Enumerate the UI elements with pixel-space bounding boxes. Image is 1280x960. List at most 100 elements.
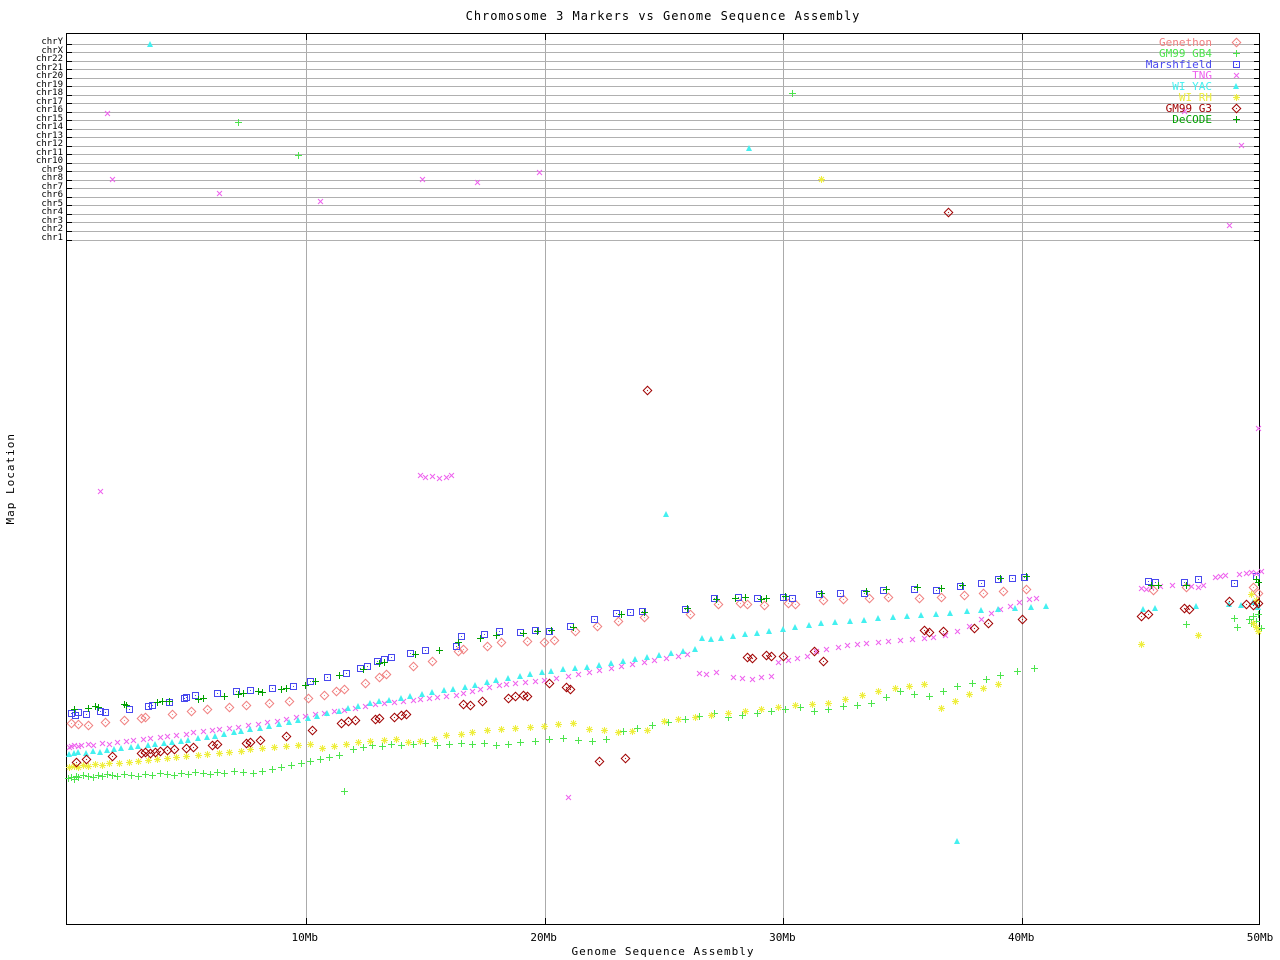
chromosome-tick-left [67,171,72,173]
chromosome-label: chr9 [41,164,63,175]
chromosome-row-line [67,205,1259,207]
chromosome-label: chr5 [41,198,63,209]
chromosome-row-line [67,196,1259,198]
chromosome-label: chr7 [41,181,63,192]
chromosome-tick-right [1254,137,1259,139]
chromosome-row-line [67,43,1259,45]
legend-marker-icon [1212,92,1246,103]
chromosome-tick-left [67,188,72,190]
legend-marker-icon [1212,70,1246,81]
chromosome-tick-left [67,52,72,54]
chromosome-row-line [67,188,1259,190]
chromosome-row-line [67,86,1259,88]
chromosome-row-line [67,69,1259,71]
legend-label: GM99 G3 [1165,102,1212,115]
chromosome-row-line [67,154,1259,156]
x-tick-label: 10Mb [291,931,319,944]
chromosome-row-line [67,239,1259,241]
legend-entry: TNG [1060,70,1246,81]
chromosome-tick-right [1254,154,1259,156]
x-tick-label: 40Mb [1007,931,1035,944]
gridline-vertical [783,34,785,924]
chart-title: Chromosome 3 Markers vs Genome Sequence … [465,9,861,23]
x-tick-label: 30Mb [769,931,796,944]
x-axis-title: Genome Sequence Assembly [571,945,755,958]
x-tick-mark-top [1022,34,1024,40]
chromosome-tick-left [67,222,72,224]
chromosome-tick-right [1254,179,1259,181]
legend-label: GM99 GB4 [1159,47,1212,60]
chromosome-label: chrX [41,45,63,56]
chromosome-tick-right [1254,239,1259,241]
legend-entry: Marshfield [1060,59,1246,70]
legend-marker-icon [1212,37,1246,48]
chromosome-row-line [67,94,1259,96]
legend-marker-icon [1212,59,1246,70]
chromosome-label: chr10 [35,156,63,167]
legend-entry: WI RH [1060,92,1246,103]
chromosome-label: chr19 [35,79,63,90]
chromosome-tick-right [1254,94,1259,96]
legend-entry: Genethon [1060,37,1246,48]
legend-label: WI YAC [1172,80,1212,93]
chromosome-tick-left [67,94,72,96]
chromosome-tick-left [67,43,72,45]
chromosome-label: chr15 [35,113,63,124]
legend-label: TNG [1192,69,1212,82]
chromosome-row-line [67,145,1259,147]
x-tick-mark-bottom [544,918,546,924]
chromosome-row-line [67,179,1259,181]
chromosome-tick-right [1254,230,1259,232]
chromosome-tick-left [67,69,72,71]
chromosome-label: chr18 [35,88,63,99]
chromosome-tick-left [67,111,72,113]
chromosome-tick-right [1254,120,1259,122]
chromosome-label: chr1 [41,233,63,243]
legend-marker-icon [1212,48,1246,59]
x-tick-label: 50Mb [1246,931,1274,944]
chromosome-tick-right [1254,43,1259,45]
legend-entry: GM99 G3 [1060,103,1246,114]
chromosome-tick-right [1254,103,1259,105]
legend-marker-icon [1212,81,1246,92]
chromosome-label: chr22 [35,54,63,65]
chromosome-row-line [67,137,1259,139]
chromosome-tick-left [67,213,72,215]
chromosome-tick-left [67,145,72,147]
gridline-vertical [1022,34,1024,924]
chromosome-tick-left [67,179,72,181]
x-tick-label: 20Mb [530,931,557,944]
chromosome-label: chr6 [41,190,63,201]
chromosome-tick-right [1254,128,1259,130]
legend-entry: GM99 GB4 [1060,48,1246,59]
chromosome-tick-left [67,120,72,122]
chromosome-tick-right [1254,69,1259,71]
chromosome-tick-left [67,154,72,156]
legend-entry: WI YAC [1060,81,1246,92]
gridline-vertical [544,34,546,924]
chromosome-tick-left [67,86,72,88]
chromosome-tick-right [1254,213,1259,215]
chromosome-tick-right [1254,77,1259,79]
chromosome-tick-right [1254,162,1259,164]
chromosome-tick-left [67,60,72,62]
chromosome-tick-right [1254,86,1259,88]
legend: Genethon GM99 GB4 Marshfield TNG WI YAC WI RH… [1060,37,1246,125]
legend-entry: DeCODE [1060,114,1246,125]
plot-area [64,33,1265,925]
chromosome-label: chr16 [35,105,63,116]
x-tick-mark-bottom [1022,918,1024,924]
chromosome-tick-left [67,162,72,164]
chromosome-label: chr4 [41,207,63,218]
x-tick-mark-bottom [783,918,785,924]
chromosome-row-line [67,60,1259,62]
chromosome-row-line [67,230,1259,232]
chromosome-tick-right [1254,111,1259,113]
legend-marker-icon [1212,114,1246,125]
legend-marker-icon [1212,103,1246,114]
chromosome-row-line [67,213,1259,215]
chromosome-tick-right [1254,196,1259,198]
chromosome-row-line [67,77,1259,79]
x-tick-mark-top [783,34,785,40]
